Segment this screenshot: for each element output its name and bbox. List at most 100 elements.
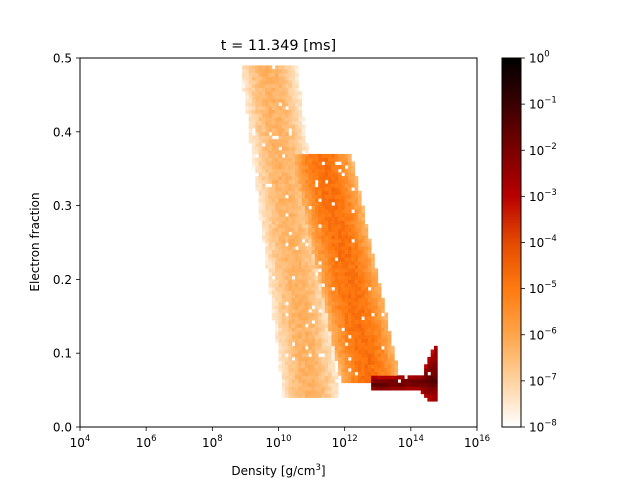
heatmap-cell	[344, 338, 349, 343]
heatmap-cell	[318, 390, 322, 395]
heatmap-cell	[374, 290, 379, 295]
heatmap-cell	[341, 231, 346, 236]
heatmap-cell	[318, 283, 322, 288]
heatmap-cell	[311, 227, 316, 232]
heatmap-cell	[278, 231, 283, 236]
heatmap-cell	[324, 286, 329, 291]
heatmap-cell	[275, 120, 279, 125]
heatmap-cell	[285, 305, 289, 310]
heatmap-cell	[324, 294, 329, 299]
heatmap-cell	[351, 345, 355, 350]
heatmap-cell	[271, 253, 276, 258]
heatmap-cell	[344, 345, 349, 350]
colorbar-tick-label: 10−4	[529, 234, 557, 250]
heatmap-cell	[311, 364, 316, 369]
heatmap-cell	[298, 205, 303, 210]
heatmap-cell	[314, 345, 319, 350]
heatmap-cell	[304, 246, 309, 251]
heatmap-cell	[347, 253, 352, 258]
heatmap-cell	[304, 176, 309, 181]
heatmap-cell	[298, 379, 303, 384]
heatmap-cell	[341, 297, 346, 302]
x-tick-label: 104	[70, 434, 91, 450]
heatmap-cell	[278, 312, 283, 317]
heatmap-cell	[344, 176, 349, 181]
heatmap-cell	[381, 331, 385, 336]
heatmap-cell	[347, 201, 352, 206]
heatmap-cell	[261, 157, 266, 162]
heatmap-cell	[367, 331, 372, 336]
heatmap-cell	[248, 120, 253, 125]
heatmap-cell	[291, 260, 296, 266]
heatmap-cell	[275, 272, 279, 277]
heatmap-cell	[288, 183, 293, 188]
heatmap-cell	[321, 308, 326, 314]
heatmap-cell	[248, 98, 253, 103]
heatmap-cell	[318, 356, 322, 361]
heatmap-cell	[324, 165, 329, 170]
heatmap-cell	[288, 139, 293, 144]
heatmap-cell	[285, 390, 289, 395]
heatmap-cell	[298, 227, 303, 232]
heatmap-cell	[328, 371, 332, 376]
heatmap-cell	[271, 301, 276, 306]
heatmap-cell	[252, 76, 256, 81]
heatmap-cell	[410, 375, 415, 380]
heatmap-cell	[338, 345, 342, 350]
heatmap-cell	[248, 65, 253, 70]
heatmap-cell	[291, 286, 296, 291]
heatmap-cell	[357, 242, 362, 247]
heatmap-cell	[261, 176, 266, 181]
heatmap-cell	[321, 238, 326, 243]
heatmap-cell	[281, 356, 286, 361]
heatmap-cell	[321, 364, 326, 369]
heatmap-cell	[265, 168, 269, 173]
heatmap-cell	[304, 249, 309, 254]
heatmap-cell	[420, 390, 425, 395]
heatmap-cell	[364, 316, 369, 321]
heatmap-cell	[347, 371, 352, 376]
heatmap-cell	[255, 142, 260, 147]
heatmap-cell	[298, 153, 303, 159]
heatmap-cell	[338, 253, 342, 258]
heatmap-cell	[394, 386, 398, 391]
heatmap-cell	[285, 224, 289, 229]
heatmap-cell	[281, 91, 286, 96]
heatmap-cell	[288, 345, 293, 350]
heatmap-cell	[311, 179, 316, 184]
heatmap-cell	[281, 105, 286, 111]
heatmap-cell	[288, 301, 293, 306]
heatmap-cell	[328, 312, 332, 317]
heatmap-cell	[278, 246, 283, 251]
heatmap-cell	[268, 128, 273, 133]
heatmap-cell	[278, 349, 283, 354]
heatmap-cell	[334, 290, 339, 295]
heatmap-cell	[252, 124, 256, 129]
heatmap-cell	[357, 364, 362, 369]
heatmap-cell	[331, 168, 336, 173]
heatmap-cell	[351, 331, 355, 336]
heatmap-cell	[281, 235, 286, 240]
heatmap-cell	[278, 342, 283, 347]
heatmap-cell	[433, 345, 438, 350]
heatmap-cell	[338, 165, 342, 170]
heatmap-cell	[255, 94, 260, 99]
heatmap-cell	[265, 72, 269, 77]
heatmap-cell	[347, 190, 352, 195]
heatmap-cell	[341, 246, 346, 251]
heatmap-cell	[298, 187, 303, 192]
heatmap-cell	[381, 371, 385, 376]
heatmap-cell	[338, 308, 342, 314]
heatmap-cell	[334, 345, 339, 350]
heatmap-cell	[298, 356, 303, 361]
heatmap-cell	[414, 382, 418, 387]
heatmap-cell	[344, 319, 349, 325]
heatmap-cell	[314, 216, 319, 221]
heatmap-cell	[361, 238, 365, 243]
heatmap-cell	[318, 323, 322, 328]
heatmap-cell	[258, 157, 263, 162]
heatmap-cell	[248, 94, 253, 99]
heatmap-cell	[351, 257, 355, 262]
heatmap-cell	[261, 235, 266, 240]
heatmap-cell	[367, 316, 372, 321]
